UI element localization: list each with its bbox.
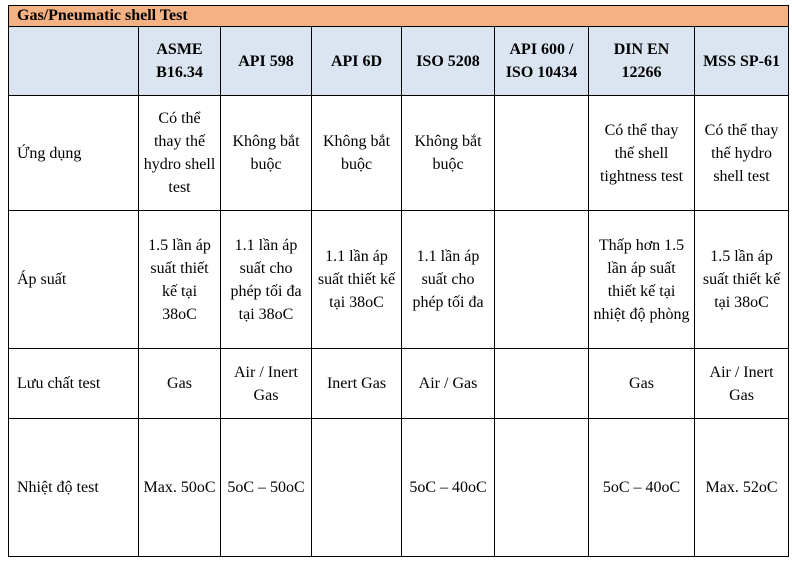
table-cell: 1.5 lần áp suất thiết kế tại 38oC [138,210,221,349]
table-cell [494,348,589,419]
table-cell: 5oC – 40oC [401,418,495,557]
table-cell: 1.1 lần áp suất thiết kế tại 38oC [311,210,402,349]
column-header: ISO 5208 [401,26,495,96]
table-cell: Không bắt buộc [311,95,402,211]
table-cell [311,418,402,557]
table-cell: 1.1 lần áp suất cho phép tối đa [401,210,495,349]
row-label: Áp suất [8,210,139,349]
column-header: API 600 / ISO 10434 [494,26,589,96]
table-cell: Có thể thay thế shell tightness test [588,95,695,211]
table-row: Nhiệt độ test Max. 50oC 5oC – 50oC 5oC – 40… [8,418,790,557]
column-header: API 6D [311,26,402,96]
spec-table: Gas/Pneumatic shell Test ASME B16.34 API … [7,5,790,557]
table-cell: Air / Gas [401,348,495,419]
header-row: ASME B16.34 API 598 API 6D ISO 5208 API 600 … [8,26,790,96]
column-header: DIN EN 12266 [588,26,695,96]
table-cell: Có thể thay thế hydro shell test [138,95,221,211]
table-cell: 1.1 lần áp suất cho phép tối đa tại 38oC [220,210,312,349]
table-cell [494,418,589,557]
column-header: MSS SP-61 [693,26,790,96]
table-cell: Có thể thay thế hydro shell test [693,95,790,211]
table-row: Áp suất 1.5 lần áp suất thiết kế tại 38oC… [8,210,790,349]
table-cell: Inert Gas [311,348,402,419]
table-cell [494,95,589,211]
table-cell: Gas [588,348,695,419]
row-label: Lưu chất test [8,348,139,419]
row-label: Ứng dụng [8,95,139,211]
table-cell: Không bắt buộc [401,95,495,211]
table-cell: Max. 50oC [138,418,221,557]
table-cell: Thấp hơn 1.5 lần áp suất thiết kế tại nh… [588,210,695,349]
table-title: Gas/Pneumatic shell Test [7,5,790,27]
corner-cell [8,26,139,96]
row-label: Nhiệt độ test [8,418,139,557]
table-cell: Max. 52oC [693,418,790,557]
table-cell: Air / Inert Gas [220,348,312,419]
table-cell: 5oC – 50oC [220,418,312,557]
table-cell: Không bắt buộc [220,95,312,211]
table-cell: 5oC – 40oC [588,418,695,557]
table-row: Ứng dụng Có thể thay thế hydro shell test… [8,95,790,211]
column-header: ASME B16.34 [138,26,221,96]
column-header: API 598 [220,26,312,96]
table-cell: 1.5 lần áp suất thiết kế tại 38oC [693,210,790,349]
table-cell: Air / Inert Gas [693,348,790,419]
table-cell: Gas [138,348,221,419]
table-cell [494,210,589,349]
table-row: Lưu chất test Gas Air / Inert Gas Inert Gas… [8,348,790,419]
